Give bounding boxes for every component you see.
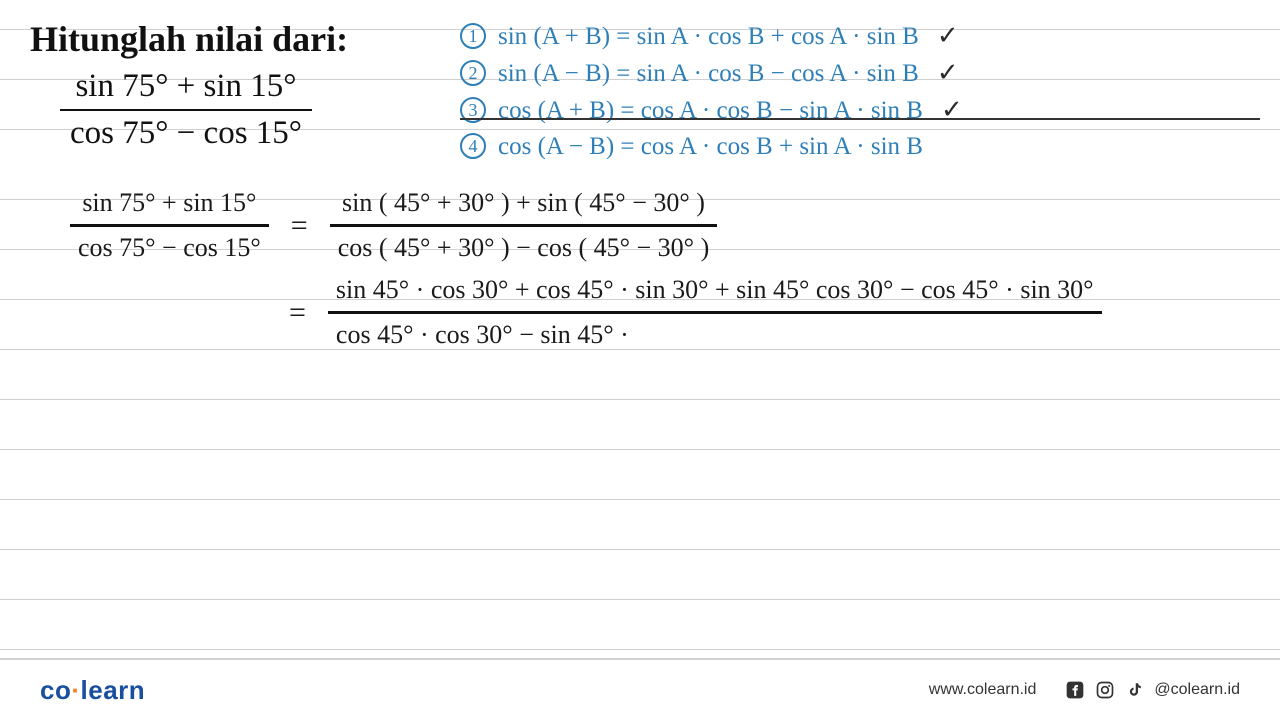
formula-row: 2 sin (A − B) = sin A · cos B − cos A · … [460, 55, 1250, 92]
formula-number-icon: 4 [460, 133, 486, 159]
check-icon: ✓ [937, 18, 959, 55]
worked-solution: sin 75° + sin 15° cos 75° − cos 15° = si… [0, 164, 1280, 350]
main-problem-fraction: sin 75° + sin 15° cos 75° − cos 15° [30, 68, 312, 152]
formula-row: 1 sin (A + B) = sin A · cos B + cos A · … [460, 18, 1250, 55]
equals-sign: = [285, 296, 310, 330]
header-row: Hitunglah nilai dari: sin 75° + sin 15° … [0, 0, 1280, 164]
step1-right-den: cos ( 45° + 30° ) − cos ( 45° − 30° ) [330, 227, 718, 263]
check-icon: ✓ [937, 55, 959, 92]
problem-block: Hitunglah nilai dari: sin 75° + sin 15° … [30, 18, 460, 152]
tiktok-icon [1124, 679, 1146, 701]
step1-left-den: cos 75° − cos 15° [70, 227, 269, 263]
formula-row: 4 cos (A − B) = cos A · cos B + sin A · … [460, 129, 1250, 165]
step2-fraction: sin 45° · cos 30° + cos 45° · sin 30° + … [328, 275, 1102, 350]
footer-url: www.colearn.id [929, 681, 1037, 699]
step-1: sin 75° + sin 15° cos 75° − cos 15° = si… [70, 188, 1250, 263]
step2-den: cos 45° · cos 30° − sin 45° · [328, 314, 637, 350]
step1-left-fraction: sin 75° + sin 15° cos 75° − cos 15° [70, 188, 269, 263]
footer-right: www.colearn.id @colearn.id [929, 679, 1240, 701]
formula-text: cos (A + B) = cos A · cos B − sin A · si… [498, 93, 923, 129]
formula-text: sin (A − B) = sin A · cos B − cos A · si… [498, 56, 919, 92]
footer-handle: @colearn.id [1154, 681, 1240, 699]
formula-text: sin (A + B) = sin A · cos B + cos A · si… [498, 19, 919, 55]
formula-text: cos (A − B) = cos A · cos B + sin A · si… [498, 129, 923, 165]
main-denominator: cos 75° − cos 15° [60, 111, 312, 152]
formula-row: 3 cos (A + B) = cos A · cos B − sin A · … [460, 92, 1250, 129]
logo-text-rest: learn [81, 675, 146, 705]
logo-dot: · [71, 675, 80, 705]
page-title: Hitunglah nilai dari: [30, 18, 460, 60]
step2-num: sin 45° · cos 30° + cos 45° · sin 30° + … [328, 275, 1102, 311]
instagram-icon [1094, 679, 1116, 701]
main-numerator: sin 75° + sin 15° [60, 68, 312, 109]
formula-list: 1 sin (A + B) = sin A · cos B + cos A · … [460, 18, 1250, 164]
step1-left-num: sin 75° + sin 15° [74, 188, 264, 224]
brand-logo: co·learn [40, 675, 145, 706]
step1-right-num: sin ( 45° + 30° ) + sin ( 45° − 30° ) [334, 188, 713, 224]
equals-sign: = [287, 209, 312, 243]
footer: co·learn www.colearn.id @colearn.id [0, 658, 1280, 720]
check-icon: ✓ [941, 92, 963, 129]
logo-text-main: co [40, 675, 71, 705]
formula-number-icon: 1 [460, 23, 486, 49]
step1-right-fraction: sin ( 45° + 30° ) + sin ( 45° − 30° ) co… [330, 188, 718, 263]
facebook-icon [1064, 679, 1086, 701]
content-area: Hitunglah nilai dari: sin 75° + sin 15° … [0, 0, 1280, 350]
step-2: = sin 45° · cos 30° + cos 45° · sin 30° … [285, 275, 1250, 350]
social-icons: @colearn.id [1064, 679, 1240, 701]
formula-divider [460, 118, 1260, 120]
formula-number-icon: 2 [460, 60, 486, 86]
